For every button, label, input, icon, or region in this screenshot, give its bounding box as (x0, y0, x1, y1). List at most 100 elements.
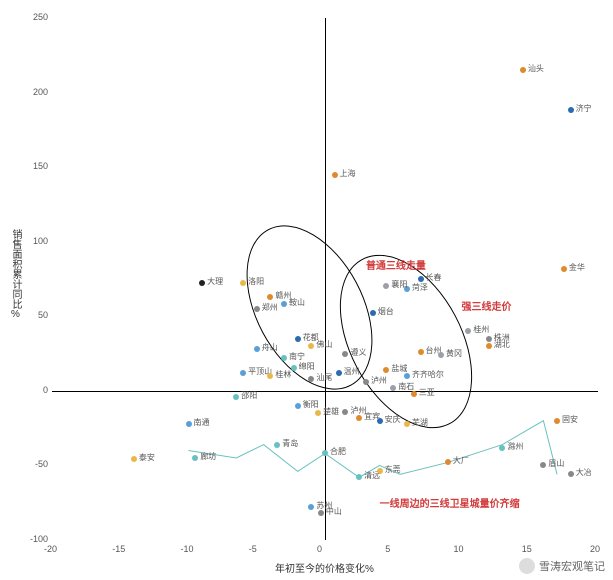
data-point (295, 403, 301, 409)
x-tick: -20 (44, 544, 57, 554)
y-tick: 250 (18, 12, 48, 22)
data-point (240, 280, 246, 286)
data-point (315, 410, 321, 416)
data-point-label: 芜湖 (412, 417, 428, 428)
data-point-label: 桂林 (275, 369, 291, 380)
x-axis-title: 年初至今的价格变化% (275, 560, 374, 575)
data-point (318, 510, 324, 516)
data-point (486, 343, 492, 349)
data-point-label: 安庆 (385, 414, 401, 425)
data-point-label: 舟山 (262, 342, 278, 353)
watermark-text: 雪涛宏观笔记 (539, 558, 605, 574)
data-point-label: 三亚 (419, 387, 435, 398)
data-point (568, 471, 574, 477)
data-point-label: 固安 (562, 414, 578, 425)
x-tick: 15 (522, 544, 532, 554)
data-point-label: 黄冈 (446, 348, 462, 359)
data-point (377, 468, 383, 474)
data-point (363, 379, 369, 385)
data-point (308, 504, 314, 510)
data-point (267, 373, 273, 379)
data-point (404, 421, 410, 427)
data-point (438, 352, 444, 358)
x-tick: 10 (454, 544, 464, 554)
data-point-label: 青岛 (282, 438, 298, 449)
data-point-label: 眉山 (548, 458, 564, 469)
data-point (418, 276, 424, 282)
data-point (233, 394, 239, 400)
data-point (186, 421, 192, 427)
annotation: 一线周边的三线卫星城量价齐缩 (380, 495, 520, 510)
data-point-label: 大理 (207, 276, 223, 287)
data-point-label: 泰安 (139, 452, 155, 463)
data-point (356, 474, 362, 480)
data-point (308, 343, 314, 349)
data-point-label: 鞍山 (289, 297, 305, 308)
data-point (308, 376, 314, 382)
data-point (281, 301, 287, 307)
data-point-label: 汕头 (528, 63, 544, 74)
y-tick: 200 (18, 87, 48, 97)
y-axis-title: 销售面积累计同比% (8, 229, 23, 320)
data-point (445, 459, 451, 465)
data-point (377, 418, 383, 424)
data-point (240, 370, 246, 376)
annotation: 普通三线走量 (366, 257, 426, 272)
data-point (356, 415, 362, 421)
data-point-label: 泸州 (371, 375, 387, 386)
data-point-label: 佛山 (316, 339, 332, 350)
data-point (199, 280, 205, 286)
data-point (370, 310, 376, 316)
data-point (295, 336, 301, 342)
data-point-label: 襄阳 (391, 279, 407, 290)
data-point (192, 455, 198, 461)
data-point-label: 大冶 (576, 467, 592, 478)
x-tick: -5 (249, 544, 257, 554)
annotation: 强三线走价 (462, 298, 512, 313)
data-point-label: 合肥 (330, 446, 346, 457)
data-point (561, 266, 567, 272)
data-point (383, 283, 389, 289)
data-point (131, 456, 137, 462)
data-point (499, 445, 505, 451)
data-point-label: 洛阳 (248, 276, 264, 287)
data-point-label: 济宁 (576, 103, 592, 114)
data-point (465, 328, 471, 334)
y-tick: -50 (18, 459, 48, 469)
data-point-label: 楚雄 (323, 406, 339, 417)
y-tick: 0 (18, 385, 48, 395)
data-point-label: 金华 (569, 262, 585, 273)
data-point (336, 370, 342, 376)
watermark: 雪涛宏观笔记 (519, 558, 605, 574)
data-point (390, 385, 396, 391)
x-tick: -15 (112, 544, 125, 554)
x-tick: 0 (317, 544, 322, 554)
data-point-label: 菏泽 (412, 282, 428, 293)
data-point (267, 294, 273, 300)
data-point (418, 349, 424, 355)
data-point (404, 373, 410, 379)
data-point-label: 绵阳 (299, 361, 315, 372)
x-tick: 5 (385, 544, 390, 554)
data-point (568, 107, 574, 113)
data-point-label: 郑州 (262, 302, 278, 313)
scatter-chart: -20-15-10-505101520-100-5005010015020025… (0, 0, 613, 580)
data-point (254, 346, 260, 352)
data-point-label: 中山 (326, 506, 342, 517)
data-point-label: 湖北 (494, 339, 510, 350)
data-point-label: 齐齐哈尔 (412, 369, 444, 380)
data-point-label: 南通 (194, 417, 210, 428)
data-point (486, 336, 492, 342)
x-tick: -10 (181, 544, 194, 554)
y-tick: -100 (18, 534, 48, 544)
data-point (291, 365, 297, 371)
data-point (342, 351, 348, 357)
data-point-label: 温州 (344, 366, 360, 377)
data-point-label: 邵阳 (241, 390, 257, 401)
data-point (342, 409, 348, 415)
data-point-label: 遵义 (350, 347, 366, 358)
data-point-label: 烟台 (378, 306, 394, 317)
data-point-label: 东莞 (385, 464, 401, 475)
data-point (383, 367, 389, 373)
data-point (554, 418, 560, 424)
